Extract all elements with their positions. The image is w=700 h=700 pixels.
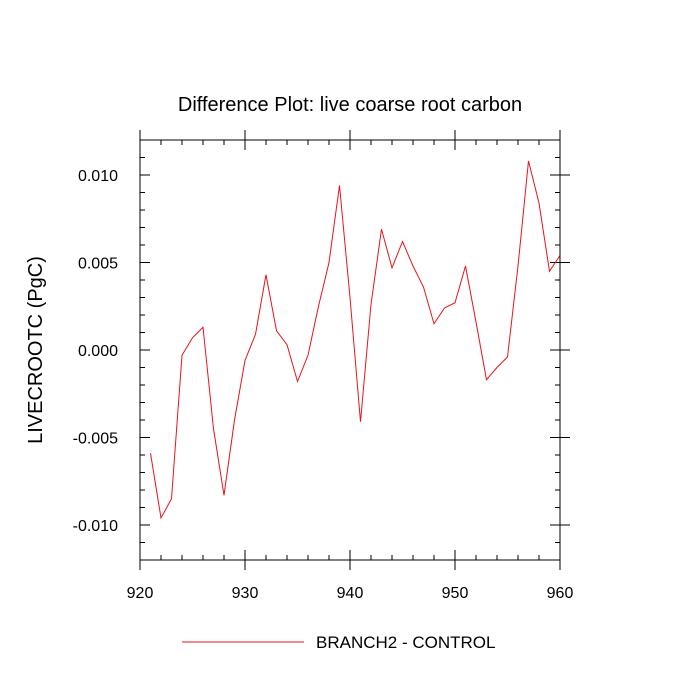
axis-ticks <box>139 130 570 570</box>
x-tick-label: 940 <box>337 585 364 602</box>
y-tick-label: -0.005 <box>73 431 118 448</box>
x-tick-label: 920 <box>127 585 154 602</box>
x-tick-label: 950 <box>442 585 469 602</box>
x-tick-label: 960 <box>547 585 574 602</box>
y-tick-label: 0.005 <box>78 256 118 273</box>
series-layer <box>150 160 561 520</box>
y-tick-label: 0.000 <box>78 343 118 360</box>
x-tick-label: 930 <box>232 585 259 602</box>
legend-label: BRANCH2 - CONTROL <box>316 633 495 652</box>
series-line <box>150 160 561 520</box>
chart-title: Difference Plot: live coarse root carbon <box>178 94 522 116</box>
y-tick-label: -0.010 <box>73 518 118 535</box>
axis-tick-labels: 920 930 940 950 960 -0.010 -0.005 0.000 0.005 0.0… <box>73 168 574 602</box>
y-tick-label: 0.010 <box>78 168 118 185</box>
y-axis-label: LIVECROOTC (PgC) <box>25 256 47 444</box>
plot-frame <box>139 139 561 561</box>
legend: BRANCH2 - CONTROL <box>182 633 495 652</box>
